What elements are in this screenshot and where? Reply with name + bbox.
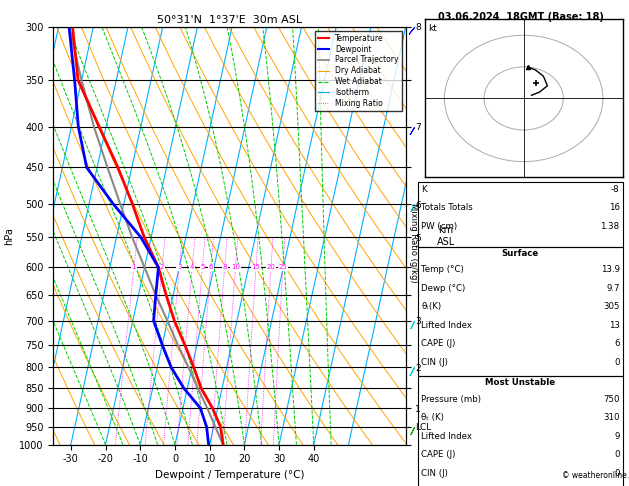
Text: θₜ(K): θₜ(K) [421, 302, 442, 312]
Text: 310: 310 [603, 413, 620, 422]
Text: Most Unstable: Most Unstable [486, 378, 555, 387]
Text: Lifted Index: Lifted Index [421, 432, 472, 441]
Text: Surface: Surface [502, 249, 539, 258]
Text: Lifted Index: Lifted Index [421, 321, 472, 330]
Text: 25: 25 [279, 264, 287, 270]
Text: K: K [421, 185, 427, 194]
Text: 4: 4 [190, 264, 194, 270]
Y-axis label: km
ASL: km ASL [437, 225, 455, 246]
Text: 16: 16 [609, 203, 620, 212]
Text: Totals Totals: Totals Totals [421, 203, 473, 212]
Text: PW (cm): PW (cm) [421, 222, 457, 231]
Text: 6: 6 [614, 339, 620, 348]
Text: 6: 6 [209, 264, 213, 270]
Text: CIN (J): CIN (J) [421, 358, 448, 367]
Text: 0: 0 [614, 469, 620, 478]
Text: 3: 3 [177, 264, 182, 270]
Text: CAPE (J): CAPE (J) [421, 339, 456, 348]
Text: 8: 8 [223, 264, 227, 270]
Text: © weatheronline.co.uk: © weatheronline.co.uk [562, 471, 629, 480]
Text: 5: 5 [200, 264, 204, 270]
Title: 50°31'N  1°37'E  30m ASL: 50°31'N 1°37'E 30m ASL [157, 15, 302, 25]
X-axis label: Dewpoint / Temperature (°C): Dewpoint / Temperature (°C) [155, 470, 304, 480]
Text: Dewp (°C): Dewp (°C) [421, 284, 465, 293]
Text: 10: 10 [231, 264, 240, 270]
Text: -8: -8 [611, 185, 620, 194]
Text: 9.7: 9.7 [606, 284, 620, 293]
Text: 1: 1 [131, 264, 136, 270]
Text: 13.9: 13.9 [601, 265, 620, 275]
Text: kt: kt [428, 24, 437, 33]
Text: CAPE (J): CAPE (J) [421, 450, 456, 459]
Text: θₜ (K): θₜ (K) [421, 413, 444, 422]
Text: 15: 15 [252, 264, 260, 270]
Text: 9: 9 [614, 432, 620, 441]
Text: 03.06.2024  18GMT (Base: 18): 03.06.2024 18GMT (Base: 18) [438, 12, 603, 22]
Legend: Temperature, Dewpoint, Parcel Trajectory, Dry Adiabat, Wet Adiabat, Isotherm, Mi: Temperature, Dewpoint, Parcel Trajectory… [314, 31, 402, 111]
Text: CIN (J): CIN (J) [421, 469, 448, 478]
Y-axis label: hPa: hPa [4, 227, 14, 244]
Text: 0: 0 [614, 358, 620, 367]
Text: Pressure (mb): Pressure (mb) [421, 395, 481, 404]
Text: 13: 13 [609, 321, 620, 330]
Text: Temp (°C): Temp (°C) [421, 265, 464, 275]
Text: Mixing Ratio (g/kg): Mixing Ratio (g/kg) [409, 203, 418, 283]
Text: 1.38: 1.38 [601, 222, 620, 231]
Text: 750: 750 [603, 395, 620, 404]
Text: 305: 305 [603, 302, 620, 312]
Text: 2: 2 [160, 264, 164, 270]
Text: 0: 0 [614, 450, 620, 459]
Text: 20: 20 [267, 264, 276, 270]
